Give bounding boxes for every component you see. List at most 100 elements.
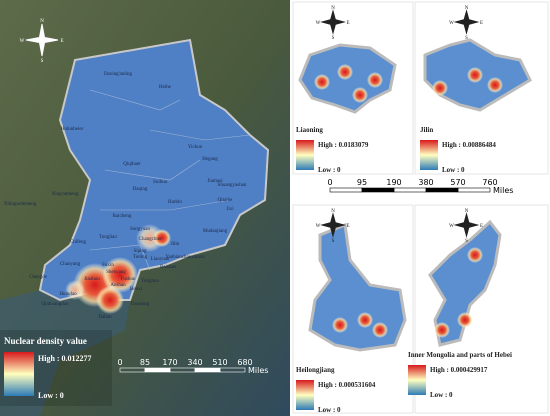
compass: N S E W	[316, 209, 350, 244]
compass-e: E	[346, 21, 349, 26]
legend-low: Low : 0	[318, 406, 341, 414]
legend-high: High : 0.0183079	[318, 141, 369, 149]
compass-w: W	[316, 224, 321, 229]
scale-segment	[144, 367, 171, 373]
legend-low: Low : 0	[318, 166, 341, 174]
city-label: Fuxin	[102, 263, 114, 268]
panel-frame	[292, 1, 414, 175]
compass-s: S	[332, 239, 335, 244]
city-label: Chaoyang	[60, 262, 81, 267]
legend-high: High : 0.012277	[38, 354, 92, 363]
city-label: Shuangyashan	[218, 183, 247, 188]
panel-map	[308, 222, 407, 352]
scale-segment	[457, 187, 491, 193]
city-label: Qitaihe	[218, 198, 233, 203]
scale-tick-label: 0	[327, 178, 332, 187]
city-label: Siping	[133, 249, 147, 254]
city-label: Hegang	[202, 157, 218, 162]
compass-n: N	[331, 209, 335, 214]
compass-star	[320, 212, 346, 238]
legend-high: High : 0.000429917	[430, 366, 488, 374]
city-label: Fushun	[121, 277, 136, 282]
city-label: Harbin	[168, 200, 182, 205]
city-label: Shenyang	[106, 270, 126, 275]
city-label: Chengde	[29, 275, 48, 280]
city-label: Liaoyuan	[151, 257, 170, 262]
compass-star	[25, 23, 59, 57]
compass: N S E W	[316, 6, 350, 41]
legend-ramp	[296, 140, 314, 170]
city-label: Jinzhou	[84, 277, 100, 282]
scale-tick-label: 380	[418, 178, 433, 187]
compass-w: W	[20, 39, 25, 44]
scale-tick-label: 190	[386, 178, 401, 187]
legend-low: Low : 0	[442, 166, 465, 174]
panel-frame	[292, 204, 414, 414]
compass: N S E W	[20, 19, 64, 64]
city-label: Jilin	[171, 242, 180, 247]
heat-spot	[367, 72, 383, 88]
compass-n: N	[465, 6, 469, 11]
city-label: Yanbianchaoxianzu	[165, 255, 205, 260]
city-label: Heihe	[159, 85, 172, 90]
heat-spot	[487, 77, 503, 93]
city-label: Daqing	[133, 187, 148, 192]
heat-spot	[337, 64, 353, 80]
panels: N S E W Liaoning High : 0.0183079 Low : 0 N S E W J…	[292, 1, 549, 414]
city-label: Chifeng	[70, 240, 87, 245]
city-label: Qinhuangdao	[42, 302, 69, 307]
city-label: Tieling	[133, 255, 148, 260]
compass-s: S	[465, 239, 468, 244]
panel-frame	[414, 1, 549, 175]
compass-star	[453, 212, 480, 238]
city-label: Changchun	[139, 237, 162, 242]
legend-ramp	[4, 352, 34, 396]
boundaries	[89, 89, 251, 271]
panel-title: Jilin	[420, 126, 433, 134]
legend-low: Low : 0	[38, 391, 64, 400]
scale-tick-label: 680	[237, 358, 252, 367]
scale-tick-label: 95	[357, 178, 367, 187]
city-label: Qiqihaer	[123, 162, 141, 167]
scale-segment	[219, 367, 246, 373]
legend-title: Nuclear density value	[4, 336, 87, 346]
scale-tick-label: 170	[162, 358, 177, 367]
heat-spot	[434, 322, 450, 338]
compass-n: N	[40, 19, 44, 24]
panel-title: Inner Mongolia and parts of Hebei	[408, 351, 512, 359]
panel-title: Heilongjiang	[296, 366, 335, 374]
legend-ramp	[296, 380, 314, 410]
compass-e: E	[480, 21, 483, 26]
compass-e: E	[346, 224, 349, 229]
scale-tick-label: 85	[140, 358, 150, 367]
city-label: Xilinguolemeng	[4, 202, 37, 207]
scale-segment	[425, 187, 459, 193]
city-label: Hulunbeier	[61, 127, 84, 132]
legend-ramp	[420, 140, 438, 170]
city-label: Tongliao	[99, 235, 117, 240]
scale-unit: Miles	[493, 186, 513, 195]
compass: N S E W	[449, 6, 483, 41]
heat-spot	[332, 317, 348, 333]
city-label: Jiamusi	[207, 179, 223, 184]
compass-n: N	[331, 6, 335, 11]
city-label: Daxing'anling	[104, 72, 133, 77]
legend-ramp	[408, 365, 426, 395]
compass-n: N	[465, 209, 469, 214]
city-label: Suihua	[153, 180, 168, 185]
compass-e: E	[60, 39, 63, 44]
compass-w: W	[449, 21, 454, 26]
compass: N S E W	[449, 209, 483, 244]
city-label: Dalian	[98, 315, 112, 320]
scale-tick-label: 0	[117, 358, 122, 367]
compass-s: S	[465, 36, 468, 41]
heat-spot	[372, 322, 388, 338]
scale-tick-label: 760	[482, 178, 497, 187]
scale-tick-label: 510	[212, 358, 227, 367]
scale-unit: Miles	[248, 366, 268, 375]
heat-spot	[432, 80, 448, 96]
city-label: Baicheng	[113, 214, 132, 219]
